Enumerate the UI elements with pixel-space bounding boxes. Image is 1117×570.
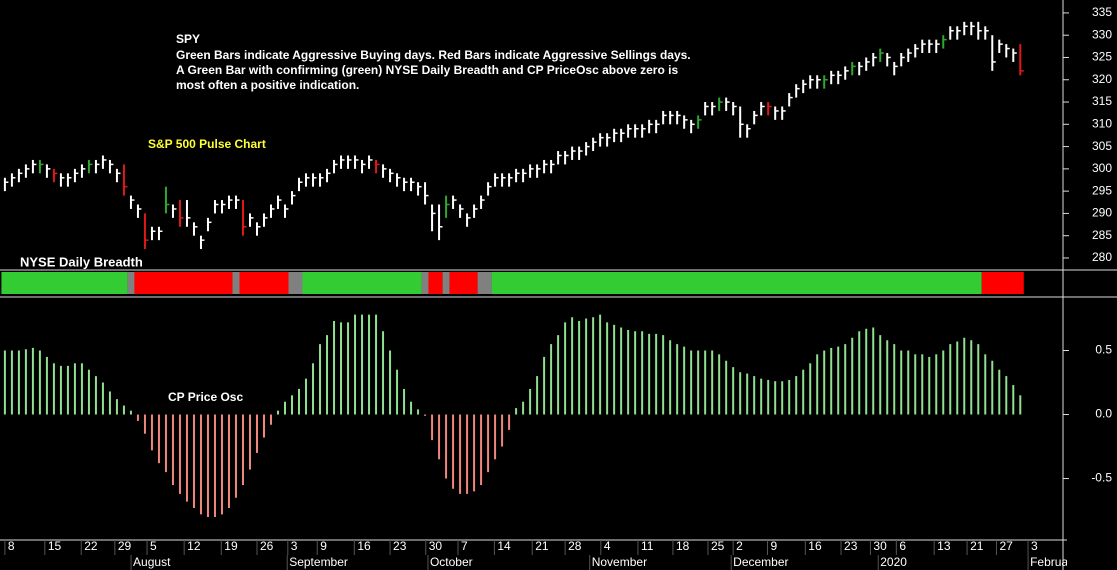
- x-tick-label: 8: [8, 539, 15, 553]
- x-tick-label: 12: [187, 539, 201, 553]
- x-tick-label: 19: [224, 539, 238, 553]
- x-tick-label: 14: [497, 539, 511, 553]
- x-tick-label: 9: [770, 539, 777, 553]
- month-label: November: [592, 555, 647, 569]
- annotation: Green Bars indicate Aggressive Buying da…: [176, 48, 691, 62]
- x-tick-label: 4: [604, 539, 611, 553]
- breadth-segment: [232, 272, 240, 294]
- breadth-segment: [127, 272, 135, 294]
- x-tick-label: 7: [461, 539, 468, 553]
- y-tick-label: 300: [1092, 161, 1112, 175]
- date-axis: 8 15 22 29 5 12 19 26 3 9 16 23 30 7 14 21 28 4 11 18 25 2 9 16…: [4, 539, 1078, 570]
- month-label: February: [1030, 555, 1078, 569]
- x-tick-label: 16: [357, 539, 371, 553]
- annotation: A Green Bar with confirming (green) NYSE…: [176, 63, 678, 77]
- chart-title: S&P 500 Pulse Chart: [148, 137, 266, 151]
- x-tick-label: 5: [150, 539, 157, 553]
- panel-title: NYSE Daily Breadth: [20, 254, 143, 269]
- x-tick-label: 16: [808, 539, 822, 553]
- x-tick-label: 21: [970, 539, 984, 553]
- month-label: September: [289, 555, 348, 569]
- x-tick-label: 30: [873, 539, 887, 553]
- breadth-segment: [134, 272, 233, 294]
- x-tick-label: 21: [535, 539, 549, 553]
- x-tick-label: 27: [999, 539, 1013, 553]
- x-tick-label: 25: [711, 539, 725, 553]
- breadth-segment: [288, 272, 303, 294]
- breadth-segment: [428, 272, 443, 294]
- breadth-segment: [442, 272, 450, 294]
- annotation: SPY: [176, 32, 200, 46]
- x-tick-label: 6: [899, 539, 906, 553]
- x-tick-label: 13: [937, 539, 951, 553]
- y-tick-label: 280: [1092, 250, 1112, 264]
- x-tick-label: 23: [393, 539, 407, 553]
- x-tick-label: 18: [676, 539, 690, 553]
- panel-title: CP Price Osc: [168, 390, 243, 404]
- x-tick-label: 30: [429, 539, 443, 553]
- breadth-segment: [421, 272, 429, 294]
- annotation: most often a positive indication.: [176, 78, 359, 92]
- breadth-segment: [981, 272, 1024, 294]
- x-tick-label: 29: [118, 539, 132, 553]
- y-tick-label: 310: [1092, 116, 1112, 130]
- breadth-segment: [1, 272, 128, 294]
- y-tick-label: 0.5: [1095, 343, 1112, 357]
- month-label: October: [430, 555, 473, 569]
- y-tick-label: -0.5: [1091, 471, 1112, 485]
- month-label: December: [733, 555, 788, 569]
- y-tick-label: 290: [1092, 206, 1112, 220]
- breadth-segment: [239, 272, 289, 294]
- x-tick-label: 2: [736, 539, 743, 553]
- breadth-segment: [449, 272, 478, 294]
- y-tick-label: 320: [1092, 72, 1112, 86]
- x-tick-label: 26: [260, 539, 274, 553]
- breadth-segment: [491, 272, 982, 294]
- y-tick-label: 305: [1092, 139, 1112, 153]
- breadth-segment: [302, 272, 422, 294]
- x-tick-label: 22: [84, 539, 98, 553]
- x-tick-label: 28: [568, 539, 582, 553]
- x-tick-label: 23: [844, 539, 858, 553]
- x-tick-label: 3: [1031, 539, 1038, 553]
- y-tick-label: 295: [1092, 183, 1112, 197]
- y-tick-label: 0.0: [1095, 407, 1112, 421]
- y-tick-label: 285: [1092, 228, 1112, 242]
- breadth-segment: [477, 272, 492, 294]
- month-label: August: [133, 555, 171, 569]
- x-tick-label: 11: [641, 539, 654, 553]
- x-tick-label: 3: [291, 539, 298, 553]
- x-tick-label: 15: [48, 539, 62, 553]
- y-tick-label: 335: [1092, 5, 1112, 19]
- x-tick-label: 9: [320, 539, 327, 553]
- y-tick-label: 330: [1092, 27, 1112, 41]
- y-tick-label: 315: [1092, 94, 1112, 108]
- month-label: 2020: [880, 555, 907, 569]
- y-tick-label: 325: [1092, 50, 1112, 64]
